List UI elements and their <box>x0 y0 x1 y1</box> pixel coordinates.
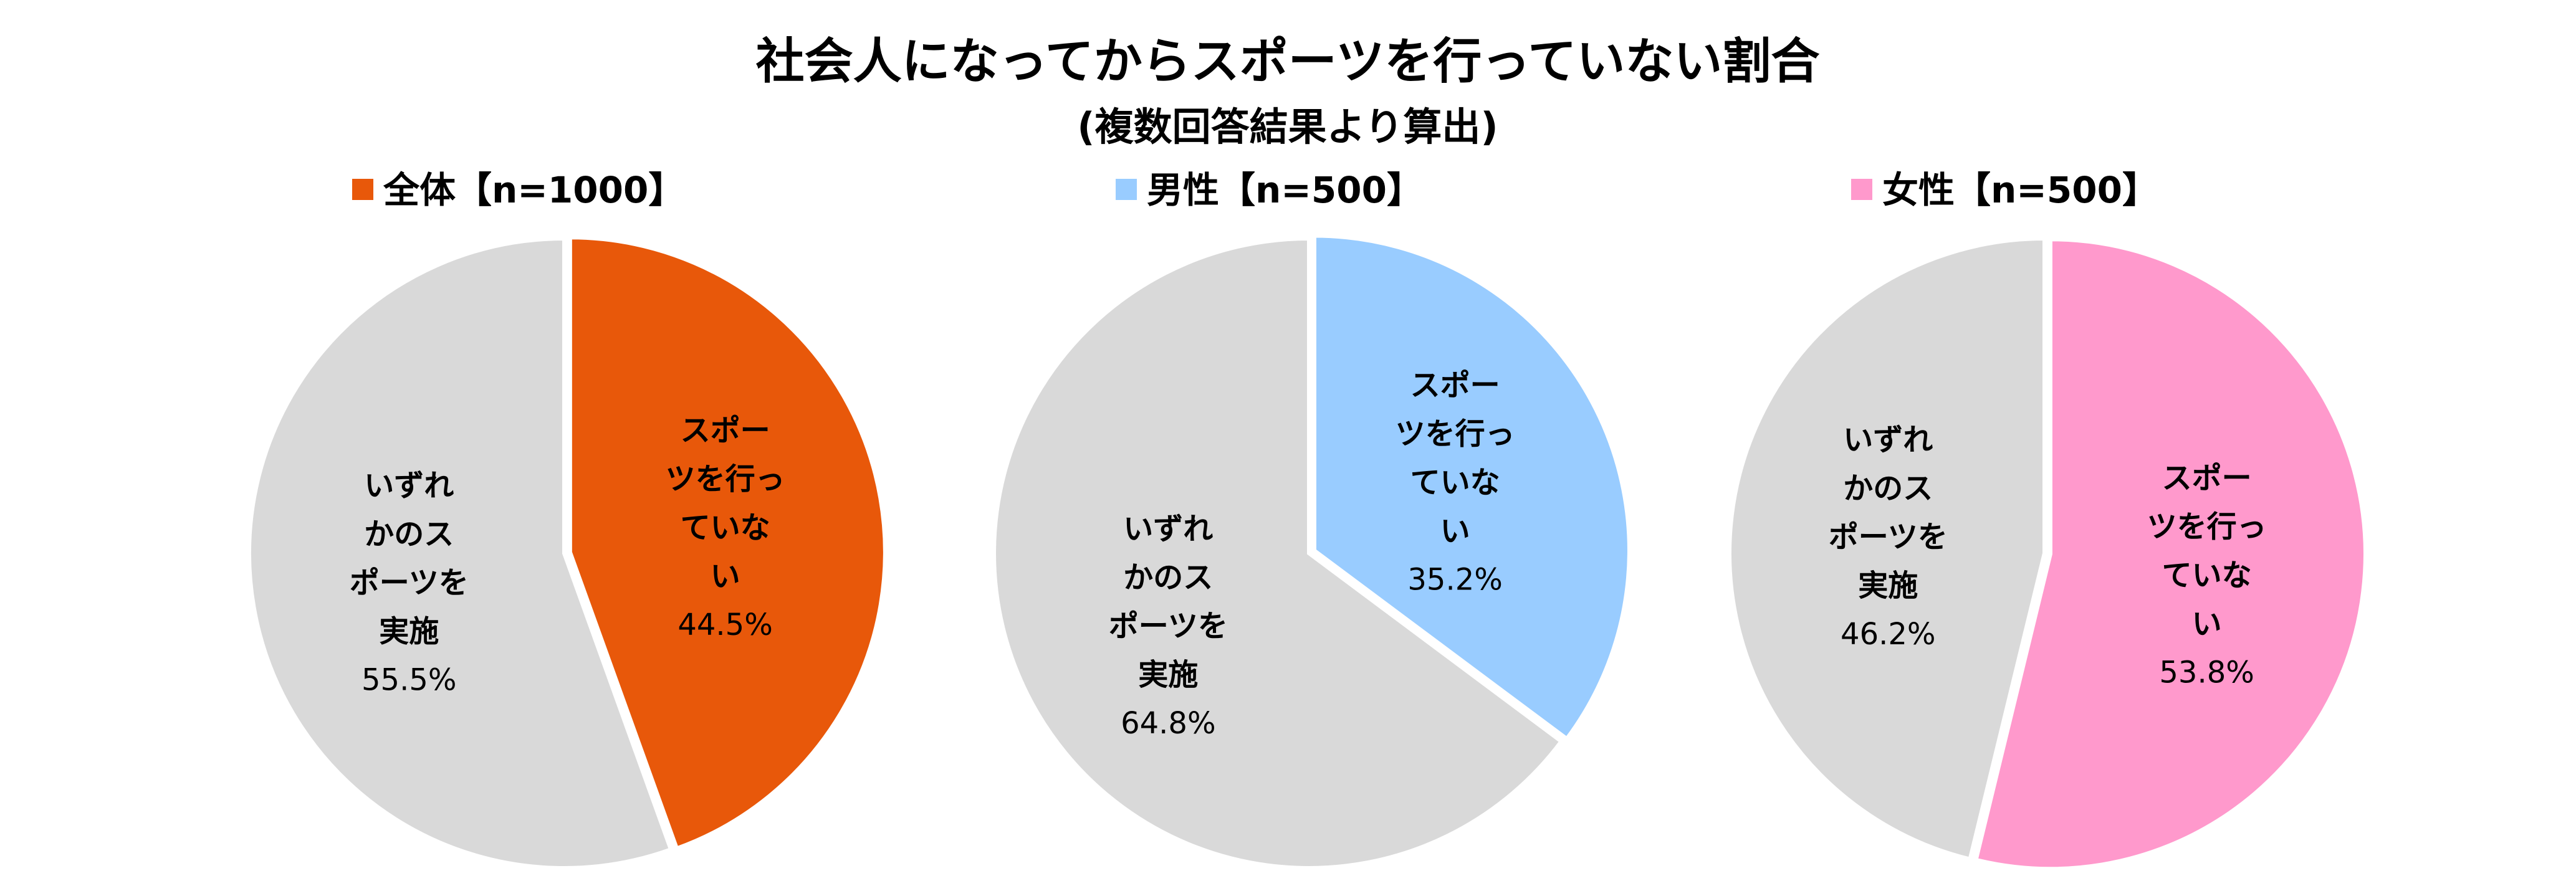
legend-label: 女性【n=500】 <box>1882 169 2158 211</box>
slice-label-line: かのス <box>364 517 454 551</box>
slice-label-line: いずれ <box>1843 422 1933 457</box>
chart-subtitle: (複数回答結果より算出) <box>1077 104 1498 150</box>
slice-label-line: スポー <box>681 413 770 448</box>
slice-label-line: い <box>1440 513 1470 548</box>
slice-label-line: 実施 <box>379 614 439 649</box>
legend-entry: 全体【n=1000】 <box>352 169 684 211</box>
pie-slice-did-sports <box>247 236 673 870</box>
slice-label-line: ポーツを <box>350 565 469 600</box>
slice-label-line: ポーツを <box>1109 609 1228 644</box>
slice-label-line: ツを行っ <box>2147 509 2267 544</box>
slice-label-line: いずれ <box>364 468 454 503</box>
slice-value-label: 55.5% <box>362 662 456 697</box>
slice-label-line: ツを行っ <box>1396 416 1515 451</box>
slice-label-line: い <box>2192 606 2222 641</box>
slice-label-line: かのス <box>1843 471 1933 506</box>
pie-slice-did-sports <box>1728 236 2046 862</box>
legend-swatch <box>1851 179 1872 200</box>
slice-value-label: 46.2% <box>1841 617 1935 652</box>
slice-label-line: ていな <box>681 510 770 545</box>
slice-label-line: スポー <box>2162 460 2252 495</box>
legend-entry: 男性【n=500】 <box>1116 169 1423 211</box>
legend-label: 全体【n=1000】 <box>383 169 684 211</box>
slice-label-line: ていな <box>2162 558 2252 593</box>
slice-label-line: いずれ <box>1123 512 1213 546</box>
slice-value-label: 64.8% <box>1121 706 1215 741</box>
legend-swatch <box>1116 179 1137 200</box>
slice-label-line: い <box>711 559 740 594</box>
pie-slice-no-sports <box>1312 234 1631 741</box>
slice-label-line: 実施 <box>1138 657 1198 692</box>
slice-label-line: 実施 <box>1858 568 1918 603</box>
slice-label: スポーツを行っていない 44.5% <box>666 413 785 642</box>
slice-value-label: 53.8% <box>2159 655 2254 690</box>
pie-slice-no-sports <box>1973 237 2367 871</box>
legend-entry: 女性【n=500】 <box>1851 169 2158 211</box>
slice-value-label: 44.5% <box>678 608 772 642</box>
pie-slice-did-sports <box>992 236 1564 870</box>
slice-label-line: かのス <box>1123 560 1213 595</box>
legend-label: 男性【n=500】 <box>1147 169 1423 211</box>
slice-label-line: ポーツを <box>1829 520 1948 555</box>
slice-label-line: ていな <box>1410 465 1500 500</box>
slice-label: スポーツを行っていない 53.8% <box>2147 460 2267 690</box>
slice-label: スポーツを行っていない 35.2% <box>1396 368 1515 597</box>
slice-value-label: 35.2% <box>1407 562 1502 597</box>
chart-title: 社会人になってからスポーツを行っていない割合 <box>756 34 1820 90</box>
slice-label-line: ツを行っ <box>666 462 785 497</box>
legend-swatch <box>352 179 373 200</box>
pie-slice-no-sports <box>568 236 887 851</box>
slice-label-line: スポー <box>1410 368 1500 403</box>
